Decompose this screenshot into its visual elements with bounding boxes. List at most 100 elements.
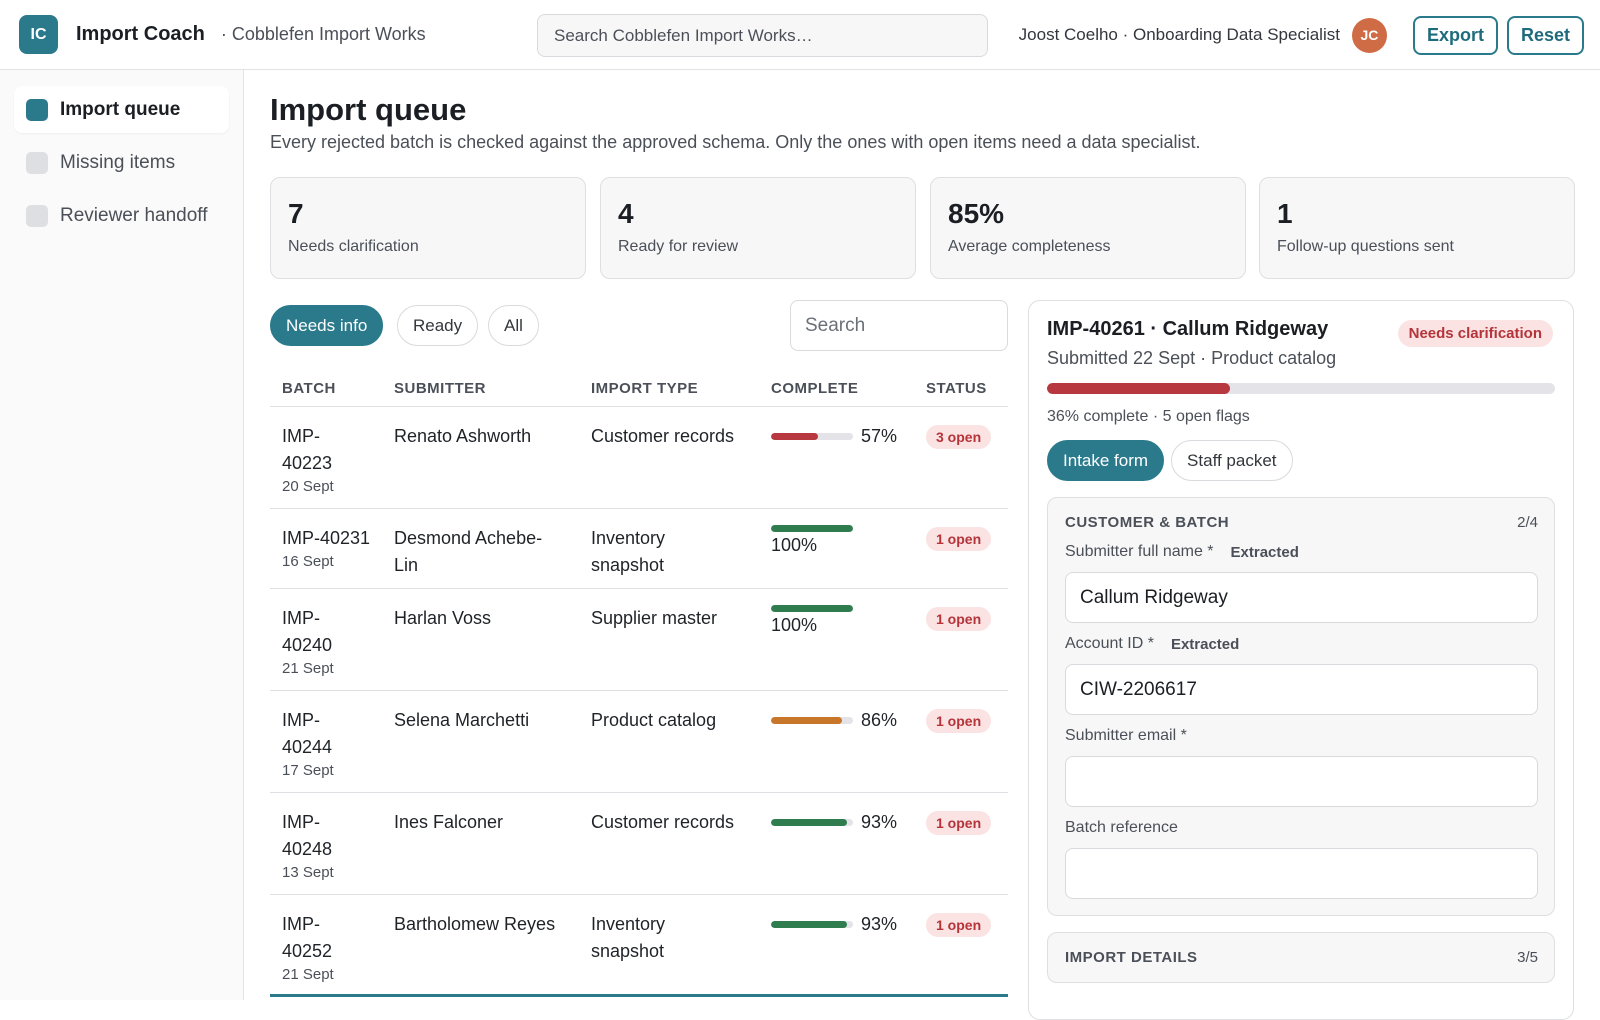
table-row[interactable]: IMP-40244 17 Sept Selena Marchetti Produ…: [270, 691, 1008, 793]
import-type-cell: Product catalog: [591, 710, 717, 730]
import-type-cell: Inventory snapshot: [591, 528, 666, 575]
extracted-tag: Extracted: [1170, 635, 1240, 653]
status-badge: 3 open: [926, 425, 992, 449]
export-button[interactable]: Export: [1412, 15, 1498, 55]
global-search-input[interactable]: Search Cobblefen Import Works…: [537, 14, 988, 57]
section-customer-batch: CUSTOMER & BATCH 2/4 Submitter full name…: [1047, 497, 1555, 916]
completeness-bar-fill: [771, 717, 842, 724]
submitter-email-field[interactable]: [1065, 756, 1538, 807]
org-name: · Cobblefen Import Works: [220, 24, 426, 44]
filter-ready[interactable]: Ready: [397, 305, 479, 346]
completeness-bar-fill: [771, 605, 853, 612]
completeness-bar: [771, 433, 853, 440]
reset-button[interactable]: Reset: [1506, 15, 1584, 55]
batch-id: IMP-40244: [282, 710, 333, 757]
reviewer-handoff-icon: [26, 204, 48, 227]
queue-search-input[interactable]: Search: [790, 300, 1008, 351]
stat-card-average-completeness: 85% Average completeness: [930, 177, 1246, 279]
completeness-bar: [771, 605, 853, 612]
extracted-tag: Extracted: [1230, 543, 1299, 561]
detail-subtitle: Submitted 22 Sept · Product catalog: [1047, 348, 1337, 368]
status-badge: 1 open: [926, 607, 992, 631]
status-badge: 1 open: [926, 913, 992, 937]
complete-cell: 86%: [771, 707, 911, 734]
status-badge: 1 open: [926, 811, 992, 835]
app-name: Import Coach: [76, 23, 205, 45]
completeness-bar: [771, 921, 853, 928]
complete-cell: 100%: [771, 605, 911, 639]
submitter-cell: Harlan Voss: [394, 608, 492, 628]
detail-tabs: Intake form Staff packet: [1047, 440, 1555, 481]
complete-cell: 57%: [771, 423, 911, 450]
app-logo[interactable]: IC: [19, 15, 58, 54]
completeness-bar: [771, 525, 853, 532]
complete-cell: 100%: [771, 525, 911, 559]
status-cell: 1 open: [926, 911, 992, 938]
batch-cell: IMP-40223 20 Sept: [282, 423, 342, 497]
batch-cell: IMP-40248 13 Sept: [282, 809, 342, 883]
stat-label: Needs clarification: [288, 238, 419, 255]
import-queue-icon: [26, 98, 48, 121]
table-row[interactable]: IMP-40252 21 Sept Bartholomew Reyes Inve…: [270, 895, 1008, 997]
completeness-bar-fill: [771, 433, 818, 440]
batch-cell: IMP-40231 16 Sept: [282, 525, 382, 572]
tab-staff-packet[interactable]: Staff packet: [1171, 440, 1293, 481]
complete-cell: 93%: [771, 911, 911, 938]
top-bar: IC Import Coach · Cobblefen Import Works…: [0, 0, 1600, 70]
submitter-cell: Renato Ashworth: [394, 426, 532, 446]
section-header[interactable]: CUSTOMER & BATCH 2/4: [1065, 514, 1538, 531]
status-badge: 1 open: [926, 527, 992, 551]
completeness-bar-fill: [771, 921, 848, 928]
field-label-submitter-name: Submitter full name * Extracted: [1065, 543, 1538, 561]
section-count: 3/5: [1517, 949, 1538, 966]
filter-needs-info[interactable]: Needs info: [270, 305, 384, 346]
sidebar-item-missing-items[interactable]: Missing items: [14, 139, 229, 186]
detail-progress-fill: [1047, 383, 1230, 394]
completeness-percent: 57%: [861, 426, 898, 446]
completeness-bar-fill: [771, 525, 853, 532]
page-title: Import queue: [270, 92, 467, 127]
section-title: IMPORT DETAILS: [1065, 949, 1198, 966]
table-row[interactable]: IMP-40240 21 Sept Harlan Voss Supplier m…: [270, 589, 1008, 691]
detail-progress-bar: [1047, 383, 1555, 394]
column-header-batch[interactable]: BATCH: [282, 379, 336, 397]
stat-value: 85%: [948, 198, 1005, 229]
completeness-bar: [771, 819, 853, 826]
filter-all[interactable]: All: [488, 305, 539, 346]
sidebar-item-label: Reviewer handoff: [60, 204, 208, 226]
section-count: 2/4: [1517, 514, 1538, 531]
sidebar-item-reviewer-handoff[interactable]: Reviewer handoff: [14, 192, 229, 239]
field-label-text: Batch reference: [1065, 819, 1178, 836]
tab-intake-form[interactable]: Intake form: [1047, 440, 1165, 481]
batch-date: 13 Sept: [282, 864, 334, 881]
field-label-text: Account ID *: [1065, 635, 1154, 652]
section-import-details: IMPORT DETAILS 3/5: [1047, 932, 1555, 983]
page-subtitle: Every rejected batch is checked against …: [270, 132, 1201, 152]
account-id-field[interactable]: CIW-2206617: [1065, 664, 1538, 715]
submitter-name-field[interactable]: Callum Ridgeway: [1065, 572, 1538, 623]
detail-status-badge: Needs clarification: [1397, 320, 1553, 347]
section-title: CUSTOMER & BATCH: [1065, 514, 1230, 531]
batch-date: 16 Sept: [282, 553, 334, 570]
complete-cell: 93%: [771, 809, 911, 836]
stat-value: 7: [288, 198, 304, 229]
column-header-status[interactable]: STATUS: [926, 379, 987, 397]
completeness-bar-fill: [771, 819, 848, 826]
section-header[interactable]: IMPORT DETAILS 3/5: [1065, 949, 1538, 966]
column-header-import-type[interactable]: IMPORT TYPE: [591, 379, 699, 397]
column-header-complete[interactable]: COMPLETE: [771, 379, 859, 397]
table-row[interactable]: IMP-40223 20 Sept Renato Ashworth Custom…: [270, 407, 1008, 509]
table-row[interactable]: IMP-40248 13 Sept Ines Falconer Customer…: [270, 793, 1008, 895]
stat-label: Average completeness: [948, 238, 1111, 255]
sidebar-item-import-queue[interactable]: Import queue: [14, 86, 229, 133]
status-badge: 1 open: [926, 709, 992, 733]
column-header-submitter[interactable]: SUBMITTER: [394, 379, 486, 397]
avatar[interactable]: JC: [1351, 17, 1387, 53]
table-row[interactable]: IMP-40231 16 Sept Desmond Achebe-Lin Inv…: [270, 509, 1008, 589]
completeness-percent: 93%: [861, 812, 898, 832]
detail-progress-text: 36% complete · 5 open flags: [1047, 408, 1250, 425]
batch-date: 20 Sept: [282, 478, 334, 495]
batch-reference-field[interactable]: [1065, 848, 1538, 899]
sidebar: Import queue Missing items Reviewer hand…: [0, 70, 244, 1000]
completeness-percent: 86%: [861, 710, 898, 730]
